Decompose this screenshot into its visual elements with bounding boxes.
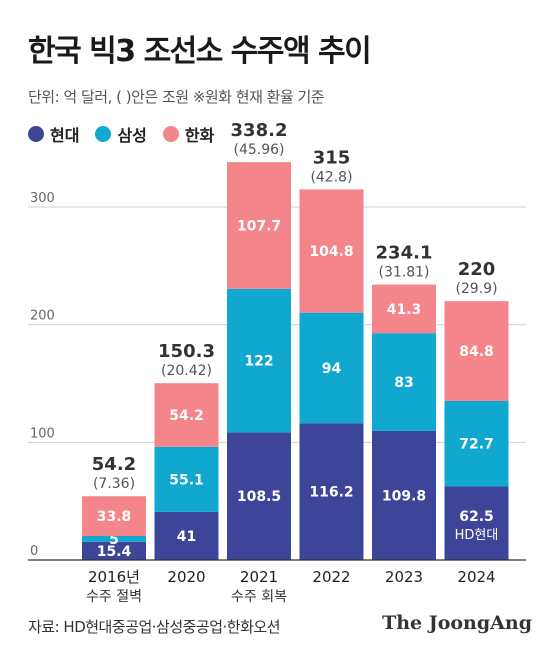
- bar-value-label: 5: [109, 532, 119, 548]
- x-tick-label: 2021: [240, 568, 278, 586]
- bar-value-label: 41.3: [387, 302, 422, 318]
- bar-value-note: HD현대: [455, 528, 499, 543]
- bar-value-label: 116.2: [309, 485, 353, 501]
- legend-label-samsung: 삼성: [117, 126, 147, 145]
- bar-segment-hanwha: [227, 162, 291, 289]
- bar-segment-samsung: [227, 288, 291, 433]
- bar-total-label: 150.3: [158, 341, 215, 362]
- bar-segment-hyundai: [154, 511, 219, 560]
- x-tick-label: 2016년: [88, 568, 140, 586]
- bar-segment-hanwha: [82, 496, 146, 536]
- bar-total-krw-label: (7.36): [93, 476, 135, 492]
- chart-subtitle: 단위: 억 달러, ( )안은 조원 ※원화 현재 환율 기준: [28, 88, 325, 106]
- bar-segment-samsung: [154, 446, 219, 512]
- bar-total-krw-label: (29.9): [455, 281, 497, 297]
- bar-total-krw-label: (45.96): [233, 142, 284, 158]
- bar-segment-hanwha: [444, 301, 509, 401]
- bar-value-label: 54.2: [169, 408, 204, 424]
- bar-value-label: 94: [322, 361, 342, 377]
- bar-total-krw-label: (20.42): [161, 363, 212, 379]
- bar-value-label: 62.5: [459, 509, 494, 525]
- y-tick-label: 300: [30, 191, 55, 206]
- legend-item-hanwha: 한화: [162, 122, 215, 146]
- bar-segment-hanwha: [299, 189, 364, 313]
- x-tick-label: 2024: [457, 568, 495, 586]
- bar-segment-samsung: [299, 312, 364, 424]
- bar-total-krw-label: (42.8): [310, 169, 352, 185]
- bar-segment-hyundai: [227, 432, 291, 560]
- x-tick-label: 2020: [167, 568, 205, 586]
- bar-segment-samsung: [82, 536, 146, 542]
- chart-title: 한국 빅3 조선소 수주액 추이: [28, 34, 372, 69]
- y-tick-label: 200: [30, 309, 55, 324]
- legend-swatch-samsung: [95, 126, 112, 142]
- legend-label-hanwha: 한화: [184, 126, 215, 145]
- bar-value-label: 33.8: [97, 509, 132, 525]
- bar-value-label: 104.8: [309, 244, 353, 260]
- bar-total-label: 54.2: [92, 454, 136, 475]
- y-tick-label: 0: [30, 544, 38, 559]
- bar-value-label: 15.4: [97, 544, 132, 560]
- bar-value-label: 108.5: [237, 489, 281, 505]
- bar-segment-samsung: [372, 333, 436, 431]
- bar-value-label: 109.8: [382, 488, 426, 504]
- bar-total-label: 315: [313, 147, 351, 168]
- legend-item-hyundai: 현대: [28, 122, 79, 146]
- bar-segment-hyundai: [82, 541, 146, 560]
- bar-value-label: 122: [244, 354, 273, 370]
- bar-segment-samsung: [444, 400, 509, 487]
- source-note: 자료: HD현대중공업·삼성중공업·한화오션: [28, 618, 281, 636]
- bar-total-krw-label: (31.81): [378, 265, 429, 281]
- bar-value-label: 72.7: [459, 437, 494, 453]
- bar-total-label: 220: [458, 259, 496, 280]
- bar-segment-hyundai: [372, 430, 436, 560]
- y-tick-label: 100: [30, 426, 55, 441]
- bar-value-label: 41: [177, 529, 196, 545]
- bar-segment-hyundai: [444, 486, 509, 560]
- legend-item-samsung: 삼성: [95, 122, 147, 146]
- legend-swatch-hanwha: [162, 126, 179, 142]
- x-tick-note: 수주 회복: [231, 589, 287, 605]
- bar-segment-hyundai: [299, 423, 364, 560]
- bar-total-label: 234.1: [376, 243, 433, 264]
- publisher-logo: The JoongAng: [382, 612, 532, 634]
- bar-value-label: 55.1: [169, 472, 204, 488]
- bar-value-label: 84.8: [459, 344, 494, 360]
- legend-swatch-hyundai: [28, 126, 44, 142]
- bar-segment-hanwha: [372, 284, 436, 334]
- legend-label-hyundai: 현대: [50, 126, 80, 145]
- bar-total-label: 338.2: [231, 120, 288, 141]
- bar-segment-hanwha: [154, 383, 219, 447]
- bar-value-label: 107.7: [237, 218, 281, 234]
- legend: 현대 삼성 한화: [28, 122, 214, 146]
- x-tick-label: 2022: [312, 568, 350, 586]
- bar-value-label: 83: [394, 375, 413, 391]
- x-tick-label: 2023: [385, 568, 423, 586]
- x-tick-note: 수주 절벽: [86, 589, 142, 605]
